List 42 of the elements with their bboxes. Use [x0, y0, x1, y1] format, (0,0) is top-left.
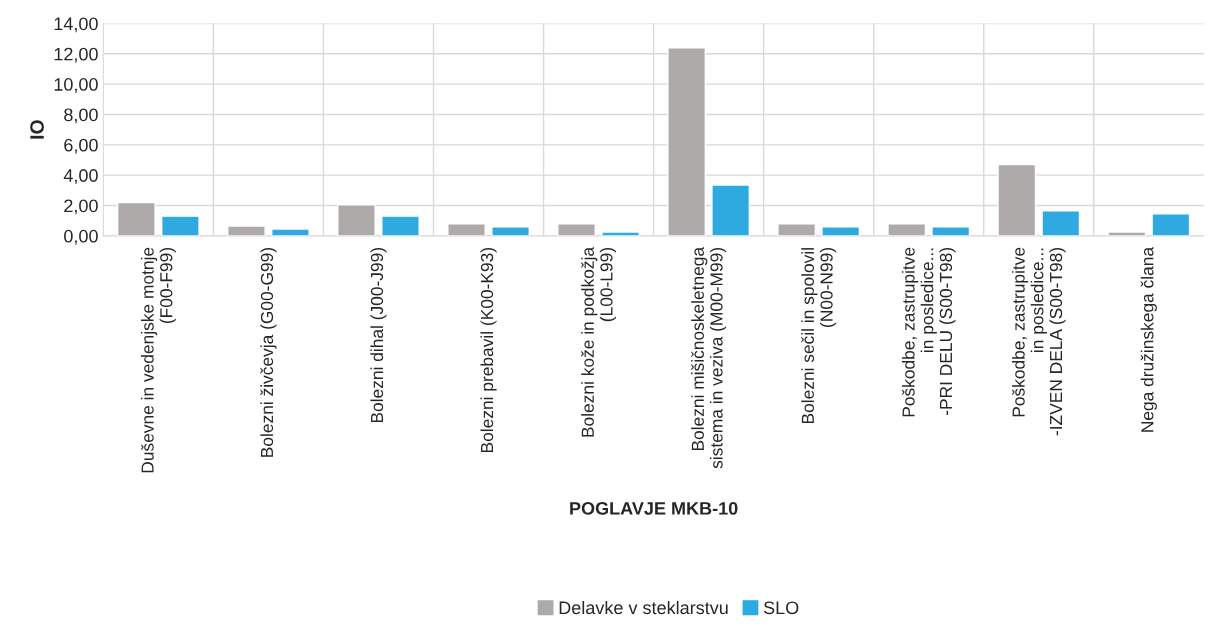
bar: [491, 226, 530, 236]
bar: [1107, 231, 1147, 236]
bar: [227, 225, 266, 236]
y-tick-label: 0,00: [64, 229, 98, 245]
bar: [711, 184, 751, 236]
x-tick-label: Bolezni prebavil (K00-K93): [480, 248, 497, 453]
bar: [667, 47, 707, 236]
bar: [160, 215, 200, 236]
x-tick-label: Duševne in vedenjske motnje (F00-F99): [140, 247, 176, 473]
y-tick-label: 4,00: [63, 169, 98, 185]
x-tick-label: Bolezni sečil in spolovil (N00-N99): [801, 248, 837, 424]
bar: [1041, 210, 1081, 236]
bar: [116, 201, 156, 236]
y-axis-title: IO: [30, 120, 44, 139]
bar: [557, 223, 596, 236]
x-tick-label: Nega družinskega člana: [1140, 246, 1157, 432]
bar: [601, 231, 640, 236]
x-tick-label: Bolezni kože in podkožja (L00-L99): [581, 246, 617, 437]
bar: [931, 226, 971, 236]
x-tick-label: Poškodbe, zastrupitve in posledice... -IZVEN DELA (S00-T98): [1011, 247, 1066, 436]
bar: [337, 204, 376, 236]
x-tick-label: Bolezni živčevja (G00-G99): [260, 248, 277, 457]
legend-label: Delavke v steklarstvu: [559, 600, 728, 615]
bar: [997, 163, 1037, 236]
bar: [887, 223, 927, 236]
y-tick-label: 2,00: [64, 199, 98, 215]
y-tick-label: 6,00: [64, 138, 98, 154]
bar: [271, 228, 310, 236]
bar: [777, 223, 817, 236]
legend-label: SLO: [763, 601, 799, 615]
y-tick-label: 14,00: [54, 17, 98, 33]
x-tick-label: Poškodbe, zastrupitve in posledice... -PRI DELU (S00-T98): [901, 247, 956, 417]
bar: [447, 223, 486, 236]
y-tick-label: 12,00: [54, 47, 98, 63]
x-tick-label: Bolezni mišičnoskeletnega sistema in veziva (M00-M99): [691, 246, 727, 469]
y-tick-label: 8,00: [64, 108, 98, 124]
x-axis-title: POGLAVJE MKB-10: [570, 501, 738, 515]
bar: [821, 226, 861, 236]
y-tick-label: 10,00: [54, 78, 98, 93]
bar: [1151, 213, 1191, 236]
x-tick-label: Bolezni dihal (J00-J99): [370, 248, 387, 423]
bar: [381, 215, 420, 236]
